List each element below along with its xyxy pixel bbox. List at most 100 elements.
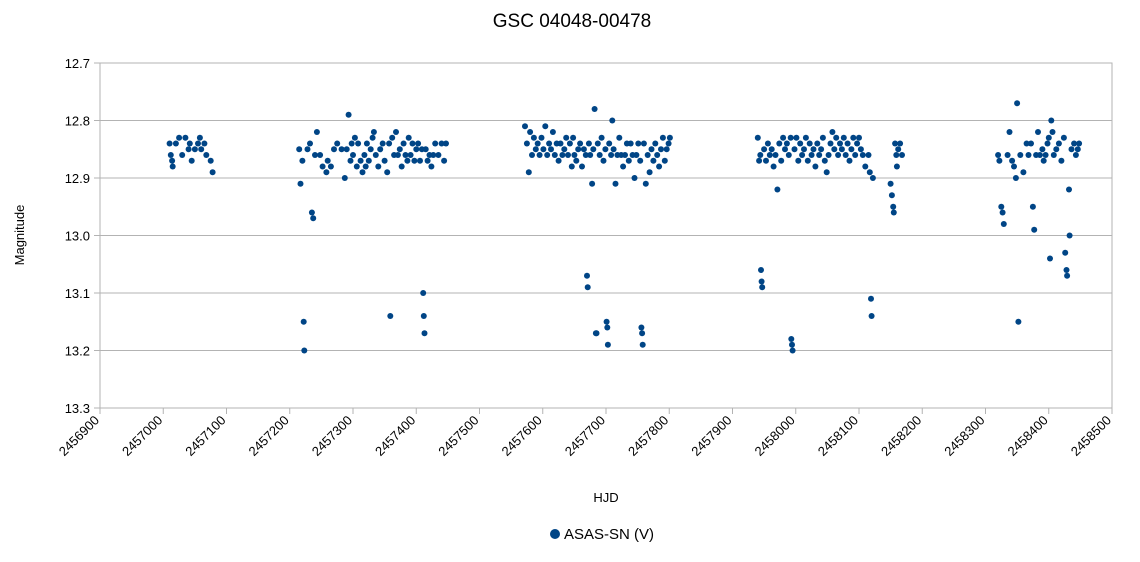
data-point: [833, 134, 840, 141]
x-tick-label: 2457800: [625, 413, 671, 459]
data-point: [297, 180, 304, 187]
data-point: [625, 157, 632, 164]
data-point: [1045, 134, 1052, 141]
data-point: [417, 157, 423, 164]
data-point: [754, 134, 761, 141]
data-point: [573, 157, 580, 164]
data-point: [806, 140, 813, 147]
data-point: [1062, 249, 1069, 256]
data-point: [523, 140, 530, 147]
data-point: [665, 140, 672, 147]
data-point: [195, 140, 201, 147]
data-point: [819, 134, 826, 141]
data-point: [862, 163, 869, 170]
data-point: [542, 123, 549, 130]
data-point: [169, 163, 176, 170]
data-point: [413, 146, 420, 153]
data-point: [559, 152, 566, 158]
data-point: [609, 117, 616, 124]
data-point: [310, 215, 317, 222]
data-point: [846, 157, 853, 164]
legend-marker: [550, 529, 560, 539]
data-point: [421, 330, 428, 337]
x-tick-label: 2457200: [245, 413, 291, 459]
data-point: [350, 152, 356, 158]
data-point: [893, 163, 900, 170]
data-point: [890, 209, 897, 216]
data-point: [1049, 129, 1056, 135]
data-point: [362, 163, 369, 170]
data-point: [176, 134, 183, 141]
data-point: [534, 140, 541, 147]
data-point: [565, 152, 571, 158]
data-point: [1036, 152, 1043, 158]
data-point: [377, 146, 384, 153]
data-point: [424, 157, 431, 164]
data-point: [594, 140, 601, 147]
data-point: [859, 152, 866, 158]
data-point: [300, 318, 307, 325]
data-point: [188, 157, 195, 164]
data-point: [1006, 129, 1013, 135]
x-tick-label: 2457500: [435, 413, 481, 459]
data-point: [405, 134, 412, 141]
data-point: [402, 152, 409, 158]
data-point: [361, 152, 368, 158]
data-point: [443, 140, 449, 147]
data-point: [209, 169, 216, 176]
data-point: [1068, 146, 1075, 153]
data-point: [400, 140, 407, 147]
data-point: [324, 157, 331, 164]
data-point: [757, 152, 764, 158]
data-point: [348, 140, 355, 147]
data-point: [179, 152, 186, 158]
data-point: [186, 140, 193, 147]
data-point: [854, 140, 861, 147]
data-point: [895, 146, 902, 153]
data-point: [393, 129, 399, 135]
data-point: [555, 157, 562, 164]
y-tick-label: 13.3: [65, 401, 90, 416]
data-point: [571, 152, 578, 158]
data-point: [435, 152, 442, 158]
data-point: [638, 324, 645, 331]
data-point: [351, 134, 358, 141]
data-point: [563, 134, 570, 141]
data-point: [369, 134, 376, 141]
data-point: [172, 140, 179, 147]
data-point: [610, 146, 617, 153]
x-axis: 2456900 2457000 2457100 2457200 2457300 24574…: [56, 408, 1114, 459]
data-point: [642, 180, 649, 187]
data-point: [1035, 129, 1041, 135]
legend-label: ASAS-SN (V): [564, 526, 654, 543]
data-point: [367, 146, 374, 153]
data-point: [307, 140, 313, 147]
data-point: [663, 146, 670, 153]
data-point: [1031, 226, 1038, 233]
data-point: [590, 146, 597, 153]
data-point: [1064, 272, 1071, 279]
data-point: [1060, 134, 1067, 141]
data-point: [1050, 152, 1057, 158]
data-point: [789, 347, 796, 354]
data-point: [783, 140, 790, 147]
data-point: [580, 146, 587, 153]
x-tick-label: 2457100: [182, 413, 228, 459]
data-point: [1020, 169, 1027, 176]
data-point: [840, 134, 847, 141]
data-point: [201, 140, 208, 147]
data-point: [529, 152, 535, 158]
data-point: [312, 152, 318, 158]
data-point: [857, 146, 864, 153]
data-point: [296, 146, 303, 153]
data-point: [795, 157, 802, 164]
data-point: [650, 157, 657, 164]
data-point: [780, 134, 787, 141]
data-point: [1009, 157, 1016, 164]
data-point: [530, 134, 537, 141]
data-point: [591, 106, 598, 112]
y-tick-label: 12.9: [65, 171, 90, 186]
data-point: [995, 152, 1002, 158]
data-point: [438, 140, 445, 147]
